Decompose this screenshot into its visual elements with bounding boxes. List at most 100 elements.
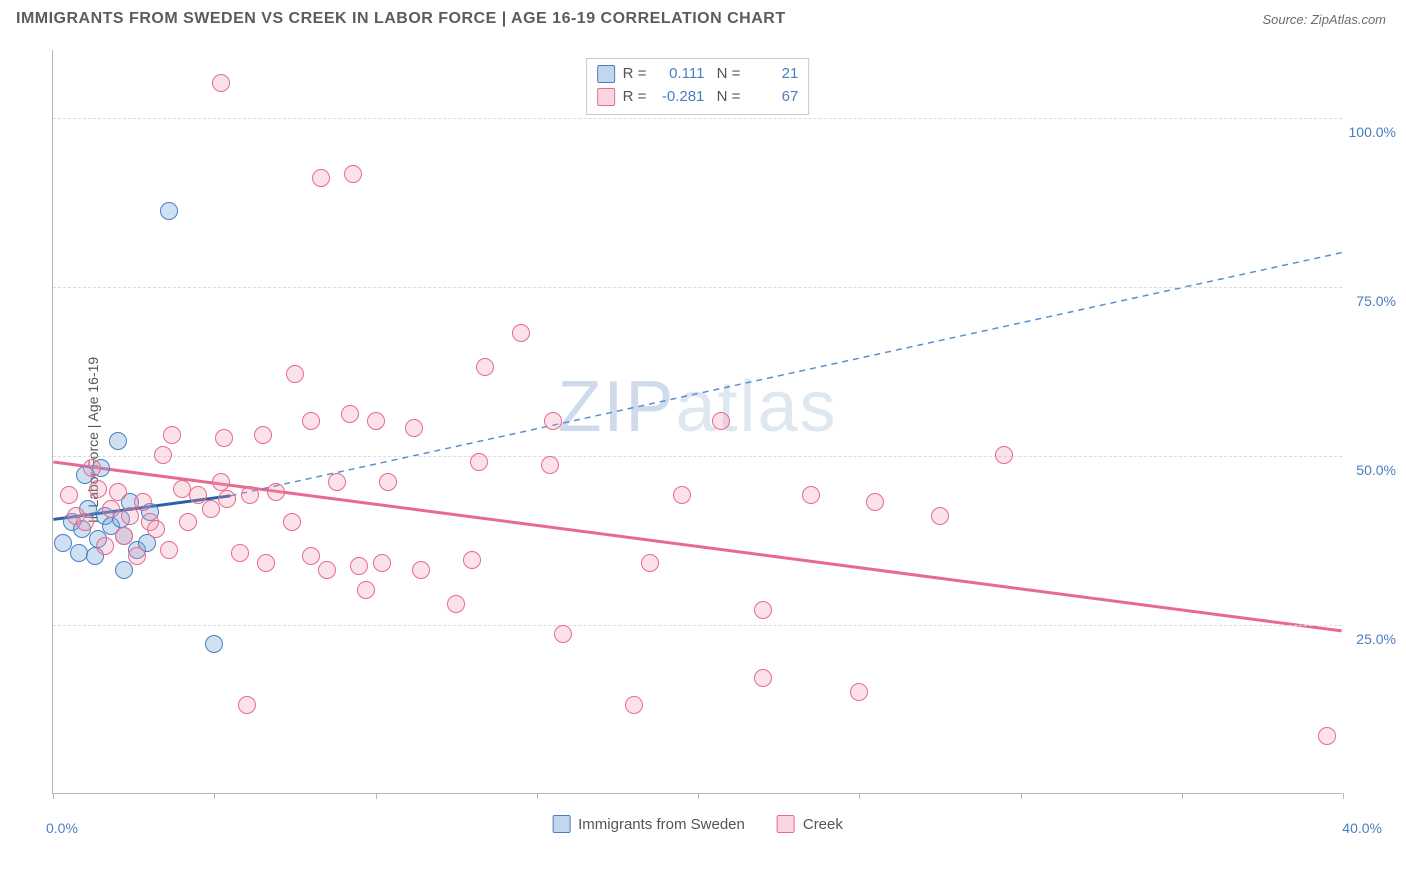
gridline — [53, 625, 1342, 626]
scatter-point — [60, 486, 78, 504]
scatter-point — [328, 473, 346, 491]
scatter-point — [995, 446, 1013, 464]
x-tick-label-max: 40.0% — [1342, 820, 1382, 836]
scatter-point — [673, 486, 691, 504]
scatter-point — [160, 541, 178, 559]
scatter-point — [754, 669, 772, 687]
scatter-point — [128, 547, 146, 565]
source-attribution: Source: ZipAtlas.com — [1262, 12, 1386, 27]
scatter-point — [463, 551, 481, 569]
swatch-pink-icon — [597, 88, 615, 106]
scatter-point — [89, 480, 107, 498]
chart-container: In Labor Force | Age 16-19 ZIPatlas R = … — [16, 40, 1390, 840]
scatter-point — [83, 459, 101, 477]
gridline — [53, 118, 1342, 119]
scatter-point — [641, 554, 659, 572]
x-tick — [537, 793, 538, 799]
legend: Immigrants from Sweden Creek — [552, 815, 843, 833]
scatter-point — [405, 419, 423, 437]
scatter-point — [512, 324, 530, 342]
scatter-point — [373, 554, 391, 572]
scatter-point — [412, 561, 430, 579]
scatter-point — [341, 405, 359, 423]
scatter-point — [476, 358, 494, 376]
scatter-point — [115, 527, 133, 545]
x-tick — [53, 793, 54, 799]
scatter-point — [70, 544, 88, 562]
scatter-point — [160, 202, 178, 220]
scatter-point — [115, 561, 133, 579]
scatter-point — [154, 446, 172, 464]
scatter-point — [212, 74, 230, 92]
scatter-point — [286, 365, 304, 383]
y-tick-label: 25.0% — [1356, 631, 1396, 647]
legend-item-creek: Creek — [777, 815, 843, 833]
scatter-point — [109, 432, 127, 450]
header: IMMIGRANTS FROM SWEDEN VS CREEK IN LABOR… — [0, 0, 1406, 34]
scatter-point — [312, 169, 330, 187]
trend-lines-layer — [53, 50, 1342, 793]
scatter-point — [302, 547, 320, 565]
stat-n-label: N = — [712, 63, 740, 86]
watermark: ZIPatlas — [557, 366, 837, 448]
legend-label-sweden: Immigrants from Sweden — [578, 816, 745, 833]
scatter-point — [102, 500, 120, 518]
y-tick-label: 50.0% — [1356, 462, 1396, 478]
scatter-point — [283, 513, 301, 531]
scatter-point — [205, 635, 223, 653]
stats-row-creek: R = -0.281 N = 67 — [597, 86, 799, 109]
scatter-point — [212, 473, 230, 491]
scatter-point — [76, 513, 94, 531]
scatter-point — [850, 683, 868, 701]
scatter-point — [202, 500, 220, 518]
scatter-point — [379, 473, 397, 491]
stats-row-sweden: R = 0.111 N = 21 — [597, 63, 799, 86]
scatter-point — [231, 544, 249, 562]
stats-box: R = 0.111 N = 21 R = -0.281 N = 67 — [586, 58, 810, 115]
scatter-point — [257, 554, 275, 572]
scatter-point — [350, 557, 368, 575]
gridline — [53, 287, 1342, 288]
scatter-point — [54, 534, 72, 552]
scatter-point — [318, 561, 336, 579]
stat-r-creek: -0.281 — [654, 86, 704, 109]
scatter-point — [147, 520, 165, 538]
legend-swatch-pink-icon — [777, 815, 795, 833]
scatter-point — [215, 429, 233, 447]
scatter-point — [541, 456, 559, 474]
scatter-point — [470, 453, 488, 471]
stat-n-label: N = — [712, 86, 740, 109]
x-tick — [376, 793, 377, 799]
stat-r-label: R = — [623, 63, 647, 86]
scatter-point — [218, 490, 236, 508]
scatter-point — [367, 412, 385, 430]
scatter-point — [802, 486, 820, 504]
scatter-point — [357, 581, 375, 599]
legend-swatch-blue-icon — [552, 815, 570, 833]
stat-n-sweden: 21 — [748, 63, 798, 86]
scatter-point — [238, 696, 256, 714]
scatter-point — [554, 625, 572, 643]
scatter-point — [254, 426, 272, 444]
scatter-point — [267, 483, 285, 501]
x-tick — [859, 793, 860, 799]
x-tick — [1343, 793, 1344, 799]
plot-area: ZIPatlas R = 0.111 N = 21 R = -0.281 N =… — [52, 50, 1342, 794]
stat-r-sweden: 0.111 — [654, 63, 704, 86]
scatter-point — [241, 486, 259, 504]
scatter-point — [179, 513, 197, 531]
scatter-point — [134, 493, 152, 511]
stat-r-label: R = — [623, 86, 647, 109]
scatter-point — [96, 537, 114, 555]
scatter-point — [931, 507, 949, 525]
x-tick — [1182, 793, 1183, 799]
scatter-point — [163, 426, 181, 444]
scatter-point — [344, 165, 362, 183]
scatter-point — [544, 412, 562, 430]
scatter-point — [866, 493, 884, 511]
y-tick-label: 75.0% — [1356, 293, 1396, 309]
scatter-point — [754, 601, 772, 619]
scatter-point — [121, 507, 139, 525]
gridline — [53, 456, 1342, 457]
x-tick — [1021, 793, 1022, 799]
